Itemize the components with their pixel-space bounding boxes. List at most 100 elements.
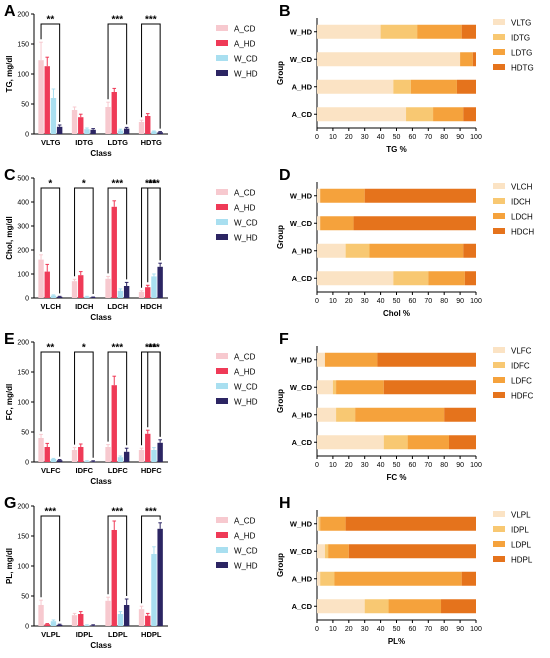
legend-label: W_CD xyxy=(234,55,258,64)
category-label: HDFC xyxy=(141,466,162,475)
legend-swatch-IDTG xyxy=(493,34,505,40)
legend-swatch-W_CD xyxy=(216,547,228,553)
y-tick-label: 50 xyxy=(21,594,29,601)
group-label: W_CD xyxy=(290,219,313,228)
significance-label: *** xyxy=(112,343,124,354)
significance-bracket xyxy=(40,515,61,622)
legend-swatch-HDTG xyxy=(493,64,505,70)
x-tick-label: 100 xyxy=(470,462,482,469)
legend-swatch-A_CD xyxy=(216,189,228,195)
category-label: VLCH xyxy=(41,302,61,311)
category-label: IDCH xyxy=(75,302,93,311)
tg-bar-chart: A 0 50 100 150 200 TG, mg/dl Class VLTG IDTG LDTG H… xyxy=(4,3,258,158)
y-axis-label: Group xyxy=(276,61,285,85)
bar-W_CD xyxy=(84,625,90,626)
legend-label: A_CD xyxy=(234,353,256,362)
bar-W_HD xyxy=(56,460,63,462)
panel-F: F 0 10 20 30 40 50 60 70 80 90 100 FC % Group W_HD W_CD… xyxy=(275,328,550,492)
legend-label: IDCH xyxy=(511,198,531,207)
bar-A_CD xyxy=(38,438,44,462)
y-axis-label: Group xyxy=(276,389,285,413)
y-tick-label: 0 xyxy=(25,296,29,303)
bar-A_HD xyxy=(111,206,117,298)
x-axis-label: Chol % xyxy=(383,309,410,318)
stack-segment-HDTG xyxy=(472,52,476,67)
x-axis-label: Class xyxy=(90,477,112,486)
group-label: A_HD xyxy=(292,410,313,419)
y-tick-label: 200 xyxy=(17,248,29,255)
legend-label: W_CD xyxy=(234,219,258,228)
x-tick-label: 60 xyxy=(409,462,417,469)
category-label: LDCH xyxy=(107,302,128,311)
stack-segment-IDFC xyxy=(332,380,337,395)
significance-label: ** xyxy=(46,343,54,354)
stack-segment-IDTG xyxy=(406,107,434,122)
bar-A_HD xyxy=(145,433,151,462)
legend-swatch-W_HD xyxy=(216,234,228,240)
stack-segment-IDTG xyxy=(380,24,418,39)
bar-A_HD xyxy=(44,624,50,626)
legend-swatch-IDCH xyxy=(493,198,505,204)
bar-W_HD xyxy=(123,128,130,134)
significance-bracket xyxy=(74,351,94,458)
significance-bracket xyxy=(40,187,61,294)
group-label: W_CD xyxy=(290,383,313,392)
bar-W_CD xyxy=(117,130,124,134)
x-tick-label: 90 xyxy=(456,462,464,469)
legend-label: A_HD xyxy=(234,532,256,541)
x-tick-label: 80 xyxy=(440,462,448,469)
bar-A_CD xyxy=(105,278,111,298)
category-label: HDPL xyxy=(141,630,162,639)
stack-segment-VLCH xyxy=(317,243,346,258)
x-tick-label: 80 xyxy=(440,626,448,633)
bar-W_HD xyxy=(90,625,96,626)
stack-segment-IDCH xyxy=(345,243,370,258)
legend-swatch-A_HD xyxy=(216,40,228,46)
x-tick-label: 60 xyxy=(409,626,417,633)
legend-label: W_CD xyxy=(234,383,258,392)
x-tick-label: 0 xyxy=(315,626,319,633)
y-axis-label: Group xyxy=(276,553,285,577)
x-tick-label: 50 xyxy=(393,626,401,633)
bar-A_HD xyxy=(44,447,50,462)
bar-W_CD xyxy=(117,457,124,462)
x-axis-label: Class xyxy=(90,641,112,650)
y-axis-label: PL, mg/dl xyxy=(5,548,14,584)
y-axis-label: Group xyxy=(276,225,285,249)
significance-label: * xyxy=(82,343,86,354)
category-label: VLPL xyxy=(41,630,61,639)
stack-segment-LDFC xyxy=(324,352,378,367)
category-label: IDPL xyxy=(76,630,94,639)
bar-A_HD xyxy=(145,615,151,626)
legend-swatch-VLTG xyxy=(493,19,505,25)
bar-W_CD xyxy=(84,461,90,462)
stack-segment-HDCH xyxy=(364,188,476,203)
stack-segment-VLTG xyxy=(317,24,381,39)
x-tick-label: 30 xyxy=(361,626,369,633)
bar-A_CD xyxy=(71,450,78,462)
x-axis-label: Class xyxy=(90,149,112,158)
stack-segment-LDCH xyxy=(369,243,464,258)
y-tick-label: 300 xyxy=(17,224,29,231)
pl-percent-chart: H 0 10 20 30 40 50 60 70 80 90 100 PL% Group W_HD W_CD A… xyxy=(276,495,533,646)
bar-W_CD xyxy=(50,459,57,462)
stack-segment-VLFC xyxy=(317,380,333,395)
group-label: W_HD xyxy=(290,355,313,364)
legend-swatch-W_CD xyxy=(216,55,228,61)
bar-A_CD xyxy=(138,292,145,298)
y-axis-label: Chol, mg/dl xyxy=(5,216,14,260)
bar-A_CD xyxy=(38,605,44,626)
legend-label: A_HD xyxy=(234,204,256,213)
bar-A_HD xyxy=(145,287,151,298)
legend-swatch-W_CD xyxy=(216,219,228,225)
bar-W_CD xyxy=(84,296,90,298)
panel-D: D 0 10 20 30 40 50 60 70 80 90 100 Chol % Group W_HD W_… xyxy=(275,164,550,328)
tg-percent-chart: B 0 10 20 30 40 50 60 70 80 90 100 TG % Group W_HD W_CD… xyxy=(276,3,534,154)
stack-segment-HDPL xyxy=(345,516,476,531)
legend-swatch-A_CD xyxy=(216,353,228,359)
bar-A_HD xyxy=(44,66,50,134)
legend-label: W_HD xyxy=(234,70,258,79)
x-tick-label: 30 xyxy=(361,134,369,141)
x-tick-label: 100 xyxy=(470,298,482,305)
legend-label: HDCH xyxy=(511,228,534,237)
